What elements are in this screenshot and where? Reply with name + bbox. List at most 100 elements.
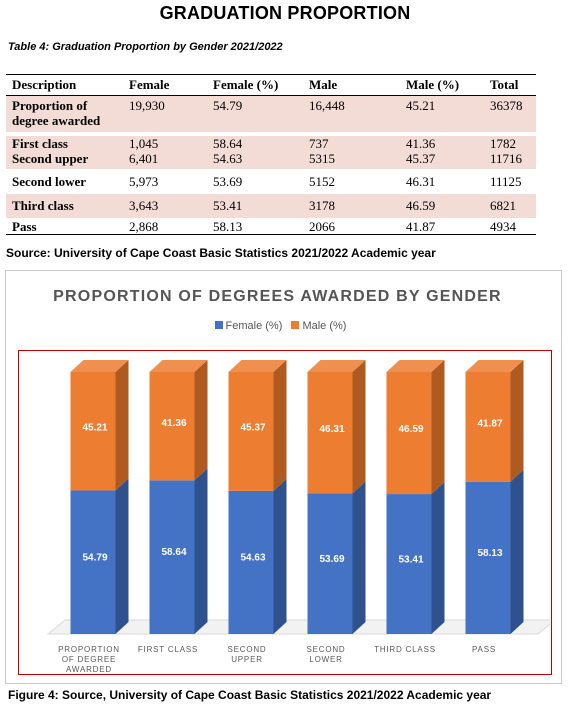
cell-female: 19,930: [123, 95, 207, 132]
legend-label-male: Male (%): [302, 320, 347, 332]
bar-male-5: [386, 372, 432, 495]
cell-female-pct: 54.79: [207, 95, 303, 132]
table-row: Proportion of degree awarded 19,930 54.7…: [6, 95, 536, 132]
cell-male: 5152: [309, 173, 335, 189]
bar-side-female-6: [510, 469, 524, 634]
bar-top-male-3: [228, 360, 287, 372]
col-header-female: Female: [123, 74, 207, 96]
cell-male-pct: 41.36: [400, 135, 484, 151]
cell-male: 737: [303, 135, 400, 151]
cell-female-pct: 54.63: [207, 150, 303, 169]
category-label-4-line-2: LOWER: [309, 655, 342, 664]
bar-side-male-3: [273, 360, 287, 491]
cell-description: Proportion of degree awarded: [6, 95, 123, 132]
bar-side-female-2: [194, 468, 208, 634]
cell-male: 2066: [303, 217, 400, 235]
bar-side-female-4: [352, 481, 366, 634]
bar-side-male-4: [352, 360, 366, 494]
cell-female-pct: 58.64: [207, 135, 303, 151]
cell-description: Third class: [6, 193, 123, 218]
cell-female: 5,973: [129, 173, 159, 189]
figure-caption: Figure 4: Source, University of Cape Coa…: [8, 688, 492, 702]
cell-male-pct: 45.37: [400, 150, 484, 169]
bar-female-5: [386, 494, 432, 634]
data-label-female-1: 54.79: [82, 552, 107, 563]
data-label-female-6: 58.13: [477, 548, 502, 559]
cell-female: 1,045: [123, 135, 207, 151]
data-label-male-3: 45.37: [240, 423, 265, 434]
bar-side-male-5: [431, 360, 445, 495]
legend-swatch-male: [291, 321, 300, 329]
bar-side-female-3: [273, 478, 287, 634]
category-label-2-line-1: FIRST CLASS: [138, 645, 198, 654]
cell-male: 3178: [303, 193, 400, 218]
category-label-1-line-2: OF DEGREE: [62, 655, 116, 664]
bar-top-male-6: [465, 360, 524, 372]
table-row: Pass 2,868 58.13 2066 41.87 4934: [6, 217, 536, 235]
category-label-1-line-3: AWARDED: [66, 665, 112, 673]
data-label-male-6: 41.87: [477, 418, 502, 429]
cell-female-pct: 58.13: [207, 217, 303, 235]
cell-male-pct: 46.59: [400, 193, 484, 218]
category-label-6-line-1: PASS: [472, 645, 496, 654]
bar-side-female-5: [431, 482, 445, 634]
bar-top-male-4: [307, 360, 366, 372]
cell-total: 11125: [490, 173, 522, 189]
cell-male-pct: 46.31: [406, 173, 436, 189]
bar-male-4: [307, 372, 353, 494]
graduation-table: Description Female Female (%) Male Male …: [6, 74, 536, 235]
cell-male: 16,448: [303, 95, 400, 132]
col-header-female-pct: Female (%): [207, 74, 303, 96]
cell-total: 36378: [484, 95, 536, 132]
data-label-female-4: 53.69: [319, 554, 344, 565]
category-label-5-line-1: THIRD CLASS: [374, 645, 436, 654]
col-header-male: Male: [303, 74, 400, 96]
chart-title: PROPORTION OF DEGREES AWARDED BY GENDER: [53, 288, 502, 305]
bar-top-male-2: [149, 360, 208, 372]
cell-male-pct: 45.21: [400, 95, 484, 132]
data-label-male-5: 46.59: [398, 424, 423, 435]
col-header-description: Description: [6, 74, 123, 96]
bar-top-male-1: [70, 360, 129, 372]
cell-description: Second upper: [6, 150, 123, 169]
data-label-male-4: 46.31: [319, 424, 344, 435]
cell-male-pct: 41.87: [400, 217, 484, 235]
bar-side-male-2: [194, 360, 208, 481]
cell-description: Second lower: [12, 173, 87, 189]
cell-description: First class: [6, 135, 123, 151]
page-heading: GRADUATION PROPORTION: [159, 3, 411, 23]
category-label-1-line-1: PROPORTION: [58, 645, 120, 654]
highlight-frame: [18, 350, 552, 675]
bar-female-1: [70, 490, 116, 634]
table-row: Third class 3,643 53.41 3178 46.59 6821: [6, 193, 536, 218]
bar-female-2: [149, 480, 195, 634]
data-label-male-1: 45.21: [82, 422, 107, 433]
cell-female: 3,643: [123, 193, 207, 218]
data-label-female-5: 53.41: [398, 554, 423, 565]
table-row: Second lower 5,973 53.69 5152 46.31 1112…: [6, 169, 536, 194]
cell-total: 1782: [484, 135, 536, 151]
bar-top-male-5: [386, 360, 445, 372]
bar-side-male-6: [510, 360, 524, 482]
chart-legend: Female (%) Male (%): [0, 320, 555, 332]
cell-male: 5315: [303, 150, 400, 169]
table-header-row: Description Female Female (%) Male Male …: [6, 74, 536, 96]
data-label-male-2: 41.36: [161, 418, 186, 429]
table-row: First class 1,045 58.64 737 41.36 1782: [6, 135, 536, 151]
bar-female-4: [307, 493, 353, 634]
category-label-4-line-1: SECOND: [306, 645, 345, 654]
cell-female: 2,868: [123, 217, 207, 235]
category-label-3-line-1: SECOND: [227, 645, 266, 654]
table-caption: Table 4: Graduation Proportion by Gender…: [8, 41, 283, 53]
bar-female-6: [465, 481, 511, 634]
bar-male-3: [228, 372, 274, 491]
bar-male-1: [70, 372, 116, 491]
col-header-male-pct: Male (%): [400, 74, 484, 96]
data-label-female-2: 58.64: [161, 547, 186, 558]
legend-label-female: Female (%): [225, 320, 283, 332]
cell-total: 4934: [484, 217, 536, 235]
cell-female-pct: 53.41: [207, 193, 303, 218]
bar-male-6: [465, 372, 511, 482]
category-label-3-line-2: UPPER: [231, 655, 263, 664]
